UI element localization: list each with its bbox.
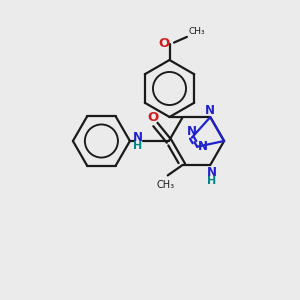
Text: O: O (158, 37, 169, 50)
Text: N: N (197, 140, 208, 153)
Text: O: O (147, 111, 159, 124)
Text: N: N (132, 130, 142, 144)
Text: H: H (133, 141, 142, 152)
Text: CH₃: CH₃ (156, 180, 174, 190)
Text: N: N (187, 125, 197, 138)
Text: N: N (205, 104, 215, 117)
Text: N: N (207, 166, 217, 179)
Text: CH₃: CH₃ (188, 27, 205, 36)
Text: H: H (207, 176, 216, 185)
